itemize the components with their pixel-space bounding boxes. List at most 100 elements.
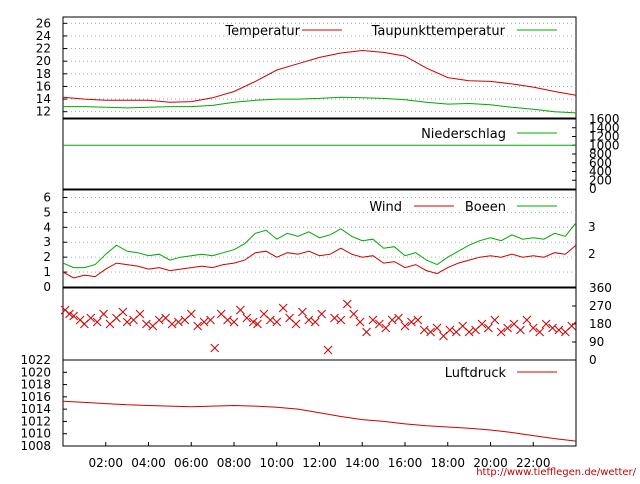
wind-direction-point [298,307,307,317]
wind-direction-point [248,317,258,327]
wind-direction-point [374,319,384,329]
y-tick-label: 180 [589,317,612,331]
y-tick-label: 1022 [20,353,51,367]
legend-label: Taupunkttemperatur [371,24,506,39]
legend-label: Luftdruck [445,366,507,381]
series-line-1 [62,222,577,269]
series-line-0 [62,49,577,103]
wind-direction-point [548,323,557,333]
wind-direction-point [186,309,196,319]
x-tick-label: 18:00 [430,456,465,470]
wind-direction-point [496,327,506,337]
wind-direction-point [567,321,577,331]
y-tick-label: 200 [589,173,612,187]
y-tick-label: 1000 [589,138,620,152]
wind-direction-point [336,315,346,325]
y-tick-label: 1600 [589,112,620,126]
wind-direction-point [541,319,551,329]
wind-direction-point [355,317,365,327]
y-tick-label: 1016 [20,390,51,404]
y-tick-label: 1 [43,265,51,279]
wind-direction-point [432,323,442,333]
y-tick-label: 18 [36,67,51,81]
wind-direction-point [387,315,397,325]
y-tick-label: 90 [589,335,604,349]
x-tick-label: 06:00 [174,456,209,470]
wind-direction-point [135,309,145,319]
legend-label: Niederschlag [421,127,506,142]
y-tick-label: 0 [43,280,51,294]
wind-direction-point [400,321,410,331]
y-tick-label: 1010 [20,427,51,441]
y-tick-label: 270 [589,299,612,313]
wind-direction-point [419,325,429,335]
wind-direction-point [118,307,128,317]
wind-direction-point [304,315,314,325]
y-tick-label: 600 [589,156,612,170]
wind-direction-point [516,325,525,335]
wind-direction-point [394,313,403,323]
y2-tick-label: 3 [588,220,596,234]
y-tick-label: 26 [36,16,51,30]
wind-direction-point [229,317,239,327]
y-tick-label: 1400 [589,121,620,135]
wind-direction-point [330,313,339,323]
wind-direction-point [342,299,352,309]
legend-label: Wind [369,200,402,215]
legend-label: Temperatur [224,24,300,39]
wind-direction-point [272,317,282,327]
wind-direction-point [490,315,500,325]
x-tick-label: 10:00 [259,456,294,470]
y-tick-label: 12 [36,105,51,119]
y-tick-label: 1018 [20,378,51,392]
wind-direction-point [349,309,359,319]
y-tick-label: 22 [36,42,51,56]
wind-direction-point [464,327,474,337]
y-tick-label: 20 [36,54,51,68]
wind-direction-point [323,345,333,355]
wind-direction-point [265,315,275,325]
series-line-0 [62,244,577,279]
x-tick-label: 12:00 [302,456,337,470]
wind-direction-point [174,317,183,327]
wind-direction-point [65,309,74,319]
y-tick-label: 0 [589,353,597,367]
wind-direction-point [407,317,416,327]
panel-frame [62,287,577,361]
panel-frame [62,189,577,288]
y-tick-label: 0 [589,182,597,196]
x-tick-label: 08:00 [217,456,252,470]
wind-direction-point [242,313,252,323]
wind-direction-point [477,319,487,329]
y-tick-label: 24 [36,29,51,43]
y-tick-label: 360 [589,281,612,295]
source-url[interactable]: http://www.tiefflegen.de/wetter/ [476,467,636,478]
wind-direction-point [199,317,209,327]
y-tick-label: 800 [589,147,612,161]
y-tick-label: 2 [43,250,51,264]
wind-direction-point [154,315,164,325]
y2-tick-label: 2 [588,247,596,261]
wind-direction-point [253,319,262,329]
series-line-0 [62,400,577,442]
wind-direction-point [223,315,232,325]
y-tick-label: 6 [43,190,51,204]
y-tick-label: 1012 [20,414,51,428]
wind-direction-point [142,319,151,329]
wind-direction-point [99,309,108,319]
y-tick-label: 5 [43,205,51,219]
wind-direction-point [92,317,102,327]
wind-direction-point [381,323,391,333]
y-tick-label: 400 [589,165,612,179]
panel-3: 0 90 180 270 360 [60,281,612,367]
wind-direction-point [69,311,79,321]
wind-direction-point [193,321,203,331]
wind-direction-point [503,323,512,333]
wind-direction-point [206,315,215,325]
wind-direction-point [278,303,288,313]
